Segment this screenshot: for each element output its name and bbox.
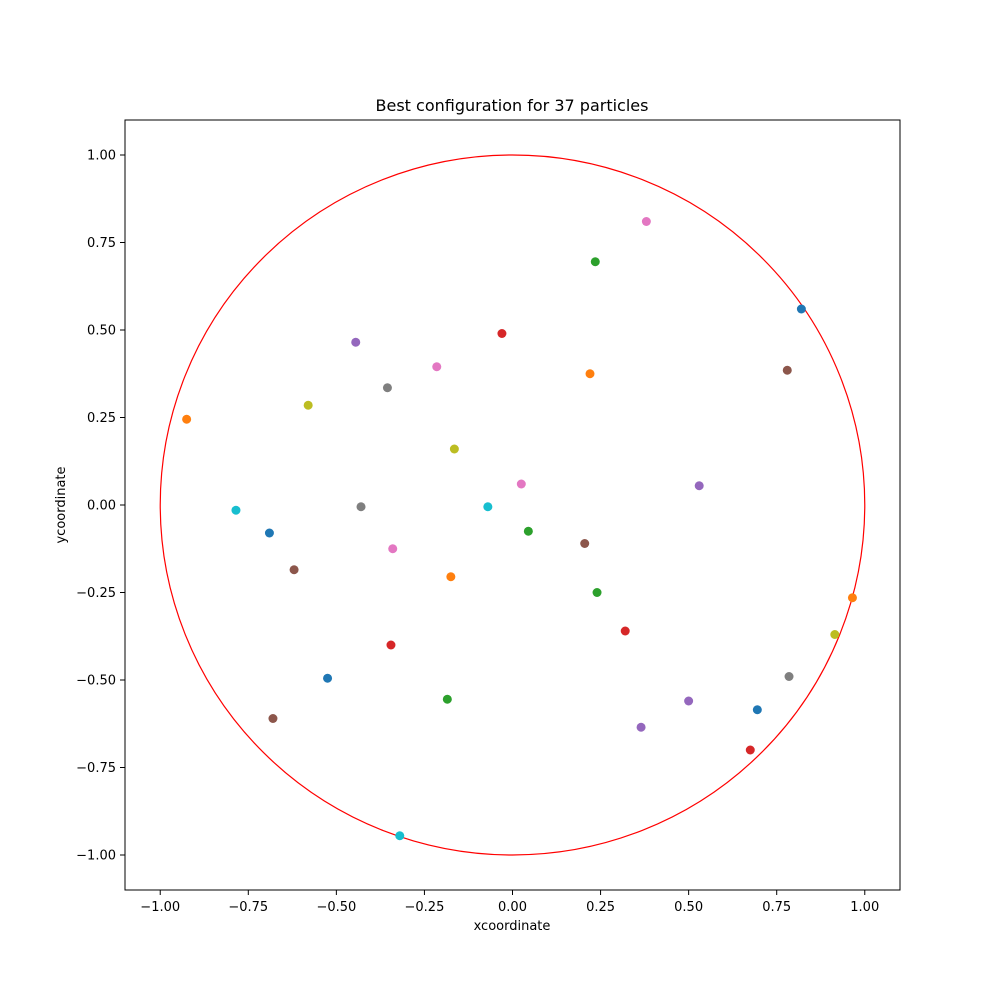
y-tick-label: −1.00 [76,849,116,864]
particle-point [694,481,704,491]
particle-point [382,383,392,393]
x-tick-label: −1.00 [140,900,180,915]
particle-point [592,588,602,597]
x-tick-label: 0.50 [674,900,703,915]
particle-point [782,365,792,375]
particle-point [351,337,361,347]
particle-point [386,640,396,650]
boundary-circle [159,154,866,856]
particle-point [830,630,840,639]
y-tick-label: 0.50 [87,324,116,339]
particle-point [745,745,755,755]
particle-point [641,217,651,226]
x-tick-label: 0.00 [498,900,527,915]
particle-point [847,593,857,603]
particle-point [590,257,600,267]
x-tick-label: −0.25 [405,900,445,915]
y-tick-label: −0.25 [76,586,116,601]
x-axis-label: xcoordinate [474,919,551,934]
points-layer [182,217,857,841]
x-axis: −1.00 −0.75 −0.50 −0.25 0.00 0.25 0.50 0.75 1.00 [140,890,879,915]
particle-point [483,502,493,512]
particle-point [497,329,507,338]
particle-point [446,572,456,582]
particle-point [395,831,405,841]
particle-point [449,444,459,454]
particle-point [264,528,274,538]
particle-point [752,705,762,715]
particle-point [323,673,333,683]
particle-point [516,479,526,489]
particle-point [303,400,313,410]
x-tick-label: 0.75 [762,900,791,915]
y-tick-label: 0.75 [87,236,116,251]
particle-point [388,544,398,554]
particle-point [442,694,452,704]
particle-point [784,672,794,681]
plot-background [125,120,900,890]
particle-point [636,722,646,732]
y-tick-label: 0.25 [87,411,116,426]
chart-title: Best configuration for 37 particles [376,96,649,115]
circle-layer [159,154,866,856]
particle-point [231,505,241,515]
particle-point [796,304,806,314]
x-tick-label: 0.25 [586,900,615,915]
particle-point [585,369,595,379]
x-tick-label: −0.75 [228,900,268,915]
particle-point [289,565,299,575]
particle-point [182,414,192,424]
y-tick-label: −0.50 [76,674,116,689]
particle-point [432,362,442,372]
particle-point [580,539,590,548]
particle-point [356,502,366,512]
y-tick-label: 1.00 [87,149,116,164]
y-axis: −1.00 −0.75 −0.50 −0.25 0.00 0.25 0.50 0.75 1.00 [76,149,125,864]
y-tick-label: 0.00 [87,499,116,514]
particle-point [268,714,278,723]
y-axis-label: ycoordinate [54,466,69,543]
y-tick-label: −0.75 [76,761,116,776]
plot-area [124,119,901,891]
particle-point [684,696,694,706]
particle-point [523,526,533,536]
x-tick-label: 1.00 [850,900,879,915]
particle-point [620,626,630,636]
x-tick-label: −0.50 [316,900,356,915]
